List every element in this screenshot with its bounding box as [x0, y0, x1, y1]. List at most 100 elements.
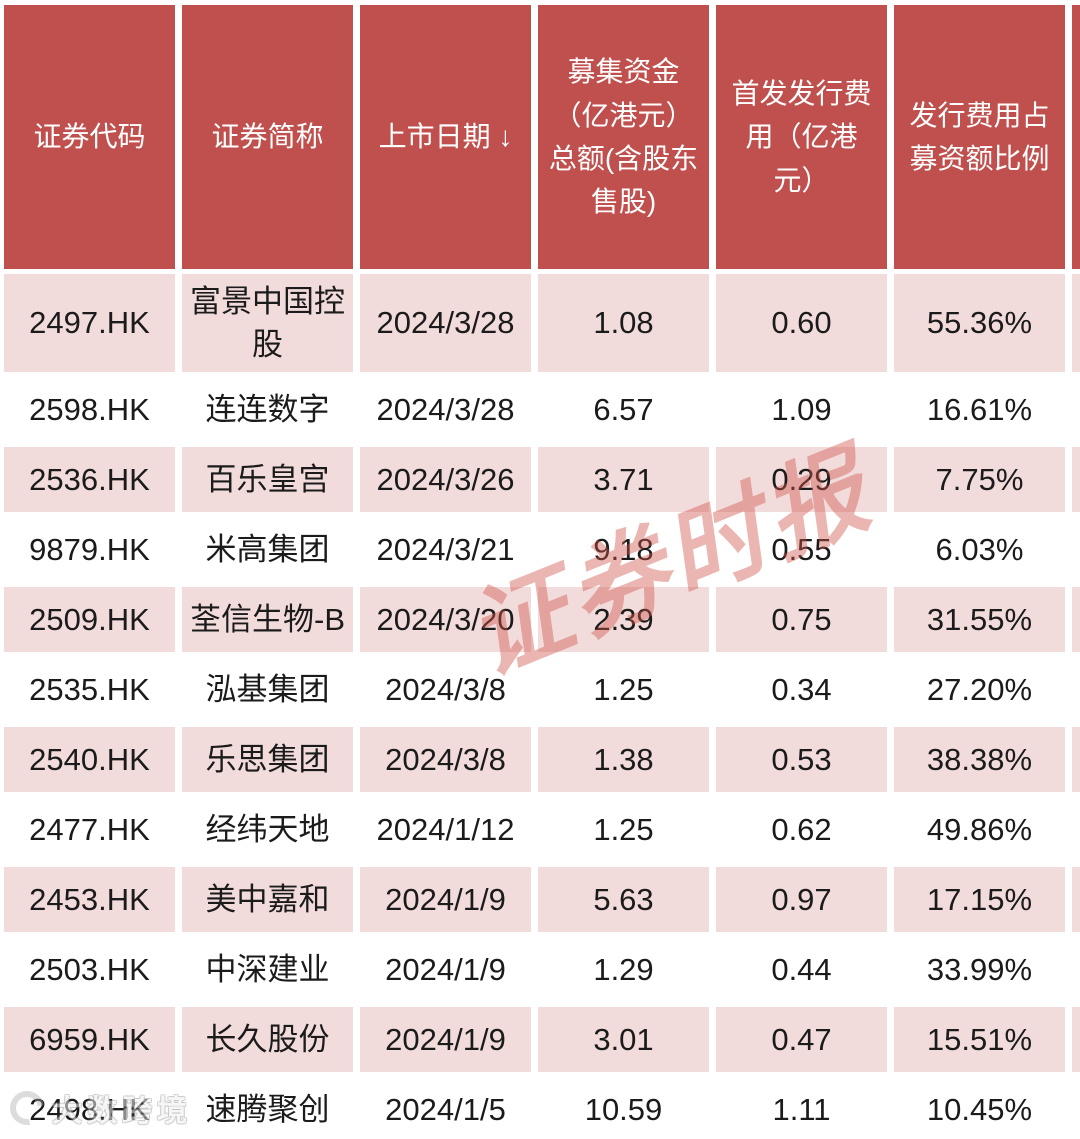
table-row: 2509.HK 荃信生物-B 2024/3/20 2.39 0.75 31.55…: [4, 587, 1080, 652]
raised-cell: 1.25: [538, 657, 709, 722]
table-body: 2497.HK 富景中国控股 2024/3/28 1.08 0.60 55.36…: [4, 274, 1080, 1139]
name-cell: 美中嘉和: [182, 867, 353, 932]
stub-cell: [1072, 727, 1080, 792]
date-cell: 2024/3/8: [360, 727, 531, 792]
ratio-cell: 49.86%: [894, 797, 1065, 862]
fee-cell: 0.53: [716, 727, 887, 792]
name-cell: 经纬天地: [182, 797, 353, 862]
ratio-cell: 33.99%: [894, 937, 1065, 1002]
ratio-cell: 16.61%: [894, 377, 1065, 442]
header-row: 证券代码 证券简称 上市日期 ↓ 募集资金 （亿港元） 总额(含股东 售股) 首…: [4, 5, 1080, 269]
code-cell: 2477.HK: [4, 797, 175, 862]
code-cell: 2503.HK: [4, 937, 175, 1002]
name-cell: 连连数字: [182, 377, 353, 442]
stub-cell: [1072, 587, 1080, 652]
code-cell: 9879.HK: [4, 517, 175, 582]
date-cell: 2024/3/21: [360, 517, 531, 582]
table-row: 2536.HK 百乐皇宫 2024/3/26 3.71 0.29 7.75%: [4, 447, 1080, 512]
fee-cell: 0.97: [716, 867, 887, 932]
header-issue-fee[interactable]: 首发发行费 用（亿港 元）: [716, 5, 887, 269]
fee-cell: 0.34: [716, 657, 887, 722]
raised-cell: 2.39: [538, 587, 709, 652]
code-cell: 2497.HK: [4, 274, 175, 372]
date-cell: 2024/1/9: [360, 937, 531, 1002]
header-security-name[interactable]: 证券简称: [182, 5, 353, 269]
date-cell: 2024/3/28: [360, 377, 531, 442]
raised-cell: 3.01: [538, 1007, 709, 1072]
ratio-cell: 6.03%: [894, 517, 1065, 582]
raised-cell: 10.59: [538, 1077, 709, 1139]
fee-cell: 0.55: [716, 517, 887, 582]
ratio-cell: 27.20%: [894, 657, 1065, 722]
code-cell: 2535.HK: [4, 657, 175, 722]
name-cell: 中深建业: [182, 937, 353, 1002]
date-cell: 2024/1/5: [360, 1077, 531, 1139]
fee-cell: 0.44: [716, 937, 887, 1002]
name-cell: 乐思集团: [182, 727, 353, 792]
stub-cell: [1072, 447, 1080, 512]
fee-cell: 0.75: [716, 587, 887, 652]
header-clipped-stub: [1072, 5, 1080, 269]
stub-cell: [1072, 937, 1080, 1002]
fee-cell: 0.47: [716, 1007, 887, 1072]
header-security-code[interactable]: 证券代码: [4, 5, 175, 269]
date-cell: 2024/1/9: [360, 1007, 531, 1072]
date-cell: 2024/3/26: [360, 447, 531, 512]
ratio-cell: 38.38%: [894, 727, 1065, 792]
raised-cell: 1.38: [538, 727, 709, 792]
raised-cell: 1.29: [538, 937, 709, 1002]
name-cell: 速腾聚创: [182, 1077, 353, 1139]
stub-cell: [1072, 797, 1080, 862]
ratio-cell: 17.15%: [894, 867, 1065, 932]
name-cell: 富景中国控股: [182, 274, 353, 372]
fee-cell: 1.11: [716, 1077, 887, 1139]
table-row: 2497.HK 富景中国控股 2024/3/28 1.08 0.60 55.36…: [4, 274, 1080, 372]
name-cell: 泓基集团: [182, 657, 353, 722]
code-cell: 2598.HK: [4, 377, 175, 442]
table-row: 2540.HK 乐思集团 2024/3/8 1.38 0.53 38.38%: [4, 727, 1080, 792]
code-cell: 2509.HK: [4, 587, 175, 652]
table-row: 2498.HK 速腾聚创 2024/1/5 10.59 1.11 10.45%: [4, 1077, 1080, 1139]
table-row: 9879.HK 米高集团 2024/3/21 9.18 0.55 6.03%: [4, 517, 1080, 582]
code-cell: 6959.HK: [4, 1007, 175, 1072]
fee-cell: 0.60: [716, 274, 887, 372]
header-fee-ratio[interactable]: 发行费用占 募资额比例: [894, 5, 1065, 269]
table-row: 2477.HK 经纬天地 2024/1/12 1.25 0.62 49.86%: [4, 797, 1080, 862]
ratio-cell: 10.45%: [894, 1077, 1065, 1139]
stub-cell: [1072, 1077, 1080, 1139]
date-cell: 2024/3/8: [360, 657, 531, 722]
ratio-cell: 31.55%: [894, 587, 1065, 652]
name-cell: 荃信生物-B: [182, 587, 353, 652]
fee-cell: 1.09: [716, 377, 887, 442]
stub-cell: [1072, 657, 1080, 722]
ratio-cell: 7.75%: [894, 447, 1065, 512]
stub-cell: [1072, 274, 1080, 372]
date-cell: 2024/1/12: [360, 797, 531, 862]
name-cell: 米高集团: [182, 517, 353, 582]
fee-cell: 0.62: [716, 797, 887, 862]
stub-cell: [1072, 1007, 1080, 1072]
raised-cell: 1.25: [538, 797, 709, 862]
stub-cell: [1072, 867, 1080, 932]
ratio-cell: 55.36%: [894, 274, 1065, 372]
code-cell: 2540.HK: [4, 727, 175, 792]
code-cell: 2453.HK: [4, 867, 175, 932]
table-row: 2535.HK 泓基集团 2024/3/8 1.25 0.34 27.20%: [4, 657, 1080, 722]
code-cell: 2536.HK: [4, 447, 175, 512]
raised-cell: 1.08: [538, 274, 709, 372]
date-cell: 2024/1/9: [360, 867, 531, 932]
ratio-cell: 15.51%: [894, 1007, 1065, 1072]
name-cell: 百乐皇宫: [182, 447, 353, 512]
date-cell: 2024/3/20: [360, 587, 531, 652]
name-cell: 长久股份: [182, 1007, 353, 1072]
stub-cell: [1072, 517, 1080, 582]
header-listing-date-sorted-desc[interactable]: 上市日期 ↓: [360, 5, 531, 269]
stub-cell: [1072, 377, 1080, 442]
header-funds-raised[interactable]: 募集资金 （亿港元） 总额(含股东 售股): [538, 5, 709, 269]
table-row: 2453.HK 美中嘉和 2024/1/9 5.63 0.97 17.15%: [4, 867, 1080, 932]
table-row: 6959.HK 长久股份 2024/1/9 3.01 0.47 15.51%: [4, 1007, 1080, 1072]
code-cell: 2498.HK: [4, 1077, 175, 1139]
raised-cell: 9.18: [538, 517, 709, 582]
